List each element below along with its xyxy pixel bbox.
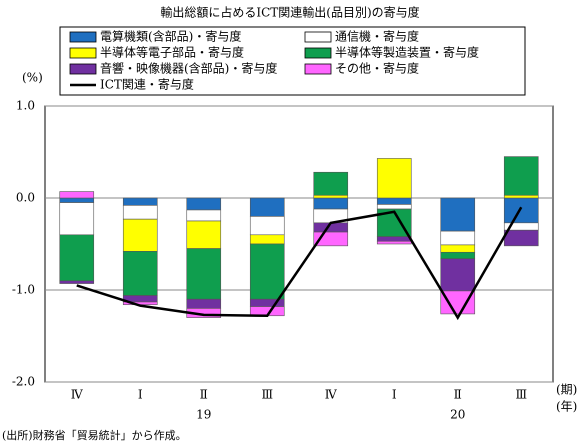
bar-segment	[440, 251, 476, 260]
bar-segment	[186, 248, 222, 300]
legend-label: 半導体等電子部品・寄与度	[100, 45, 244, 60]
bar-segment	[376, 197, 412, 205]
bar-segment	[503, 229, 539, 247]
bar-segment	[503, 156, 539, 196]
bar-segment	[440, 230, 476, 246]
bar-segment	[122, 205, 158, 220]
legend-swatch	[304, 63, 332, 75]
x-unit-year: (年)	[556, 400, 577, 414]
legend-swatch	[304, 31, 332, 43]
legend-label: 電算機類(含部品)・寄与度	[100, 29, 241, 44]
bar-segment	[313, 194, 349, 199]
y-tick-label: -2.0	[12, 375, 35, 389]
x-tick-label: Ⅰ	[392, 388, 397, 402]
bar-segment	[376, 240, 412, 245]
bar-segment	[59, 197, 95, 203]
bar-segment	[186, 220, 222, 249]
bar-segment	[503, 197, 539, 224]
bar-segment	[440, 244, 476, 253]
year-label: 20	[450, 408, 465, 422]
legend-swatch	[69, 31, 97, 43]
year-label: 19	[196, 408, 211, 422]
bar-segment	[122, 218, 158, 252]
y-unit: (%)	[22, 71, 43, 85]
x-tick-label: Ⅲ	[515, 388, 527, 402]
legend-label: 音響・映像機器(含部品)・寄与度	[100, 61, 277, 76]
bar-segment	[313, 197, 349, 210]
bar-segment	[249, 243, 285, 300]
legend-label: 半導体等製造装置・寄与度	[335, 45, 479, 60]
bar-segment	[440, 290, 476, 315]
bar-segment	[59, 191, 95, 199]
bar-segment	[122, 197, 158, 206]
y-tick-label: -1.0	[12, 283, 35, 297]
bar-segment	[186, 209, 222, 222]
x-tick-label: Ⅰ	[138, 388, 143, 402]
legend-label: その他・寄与度	[335, 61, 419, 76]
y-tick-label: 0.0	[16, 191, 35, 205]
bar-segment	[59, 202, 95, 236]
x-unit-period: (期)	[556, 383, 577, 397]
x-tick-label: Ⅱ	[454, 388, 462, 402]
chart-title: 輸出総額に占めるICT関連輸出(品目別)の寄与度	[160, 5, 419, 20]
line-series	[76, 206, 523, 321]
bar-segment	[59, 280, 95, 284]
legend-swatch	[69, 47, 97, 59]
bar-segment	[440, 258, 476, 292]
bar-segment	[440, 197, 476, 232]
bar-segment	[59, 234, 95, 282]
x-tick-label: Ⅲ	[261, 388, 273, 402]
bar-segment	[376, 158, 412, 199]
legend-label: 通信機・寄与度	[335, 29, 419, 44]
source-note: (出所)財務省「貿易統計」から作成。	[2, 428, 187, 442]
legend-box	[59, 26, 526, 96]
bar-segment	[186, 298, 222, 309]
bar-segment	[376, 236, 412, 242]
x-tick-label: Ⅳ	[325, 388, 338, 402]
legend-swatch	[69, 63, 97, 75]
bar-segment	[249, 197, 285, 217]
bar-segment	[376, 204, 412, 210]
x-tick-label: Ⅳ	[71, 388, 84, 402]
bar-segment	[249, 216, 285, 236]
legend-label: ICT関連・寄与度	[100, 77, 194, 92]
bar-segment	[503, 194, 539, 199]
bar-segment	[122, 251, 158, 296]
plot-area	[44, 105, 554, 383]
bar-segment	[186, 197, 222, 211]
y-tick-label: 1.0	[16, 99, 35, 113]
legend-swatch	[304, 47, 332, 59]
x-tick-label: Ⅱ	[200, 388, 208, 402]
bar-segment	[249, 234, 285, 245]
bar-segment	[313, 171, 349, 196]
